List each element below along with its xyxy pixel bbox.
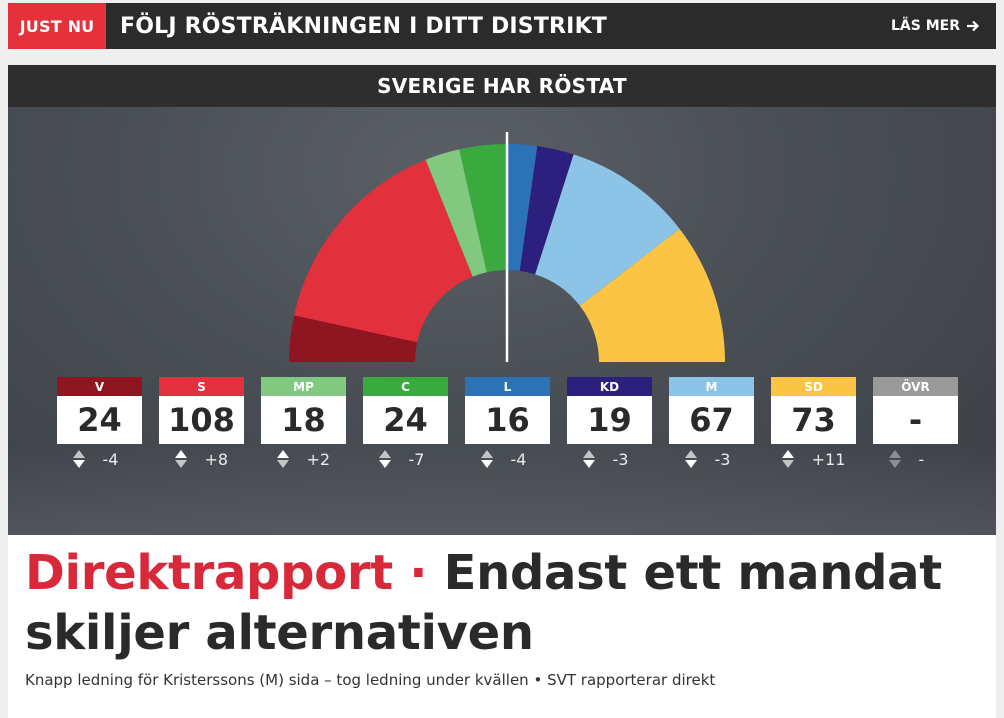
article-card[interactable]: SVERIGE HAR RÖSTAT V 24 -4 S 108 +8 MP 18 +2 C 24-… bbox=[8, 65, 996, 718]
party-seats: 24 bbox=[363, 396, 448, 444]
seat-segment-m bbox=[535, 154, 680, 306]
party-label: C bbox=[363, 377, 448, 396]
change-arrows-icon bbox=[276, 450, 289, 468]
change-arrows-icon bbox=[378, 450, 391, 468]
party-boxes: V 24 -4 S 108 +8 MP 18 +2 C 24 -7 L 16 -4 KD 19 -3 M 67 -3 SD… bbox=[57, 377, 958, 472]
change-arrows-icon bbox=[582, 450, 595, 468]
parliament-chart bbox=[289, 132, 725, 362]
party-label: V bbox=[57, 377, 142, 396]
change-value: +8 bbox=[204, 449, 229, 469]
party-box-c: C 24 -7 bbox=[363, 377, 448, 472]
change-arrows-icon bbox=[480, 450, 493, 468]
party-box-l: L 16 -4 bbox=[465, 377, 550, 472]
party-label: S bbox=[159, 377, 244, 396]
party-box-m: M 67 -3 bbox=[669, 377, 754, 472]
party-change: -7 bbox=[363, 446, 448, 472]
arrow-up-icon bbox=[378, 450, 391, 458]
breaking-news-title[interactable]: FÖLJ RÖSTRÄKNINGEN I DITT DISTRIKT bbox=[120, 13, 608, 39]
arrow-down-icon bbox=[888, 460, 901, 468]
party-box-mp: MP 18 +2 bbox=[261, 377, 346, 472]
change-value: -4 bbox=[510, 449, 527, 469]
change-value: -4 bbox=[102, 449, 119, 469]
arrow-down-icon bbox=[582, 460, 595, 468]
arrow-down-icon bbox=[781, 460, 794, 468]
seat-segment-kd bbox=[519, 146, 574, 275]
headline-kicker: Direktrapport bbox=[25, 545, 393, 601]
change-arrows-icon bbox=[174, 450, 187, 468]
seat-segment-l bbox=[506, 144, 538, 271]
party-seats: 73 bbox=[771, 396, 856, 444]
party-box-sd: SD 73 +11 bbox=[771, 377, 856, 472]
arrow-up-icon bbox=[781, 450, 794, 458]
arrow-up-icon bbox=[684, 450, 697, 458]
party-label: L bbox=[465, 377, 550, 396]
arrow-up-icon bbox=[174, 450, 187, 458]
party-change: -4 bbox=[465, 446, 550, 472]
party-seats: 16 bbox=[465, 396, 550, 444]
arrow-right-icon bbox=[967, 20, 980, 32]
change-arrows-icon bbox=[684, 450, 697, 468]
arrow-down-icon bbox=[480, 460, 493, 468]
party-seats: 108 bbox=[159, 396, 244, 444]
arrow-up-icon bbox=[888, 450, 901, 458]
arrow-up-icon bbox=[582, 450, 595, 458]
seat-segment-c bbox=[459, 144, 507, 273]
change-value: -3 bbox=[714, 449, 731, 469]
party-label: ÖVR bbox=[873, 377, 958, 396]
headline-separator: · bbox=[392, 545, 444, 601]
party-change: -3 bbox=[669, 446, 754, 472]
arrow-down-icon bbox=[72, 460, 85, 468]
party-seats: - bbox=[873, 396, 958, 444]
election-results-graphic: V 24 -4 S 108 +8 MP 18 +2 C 24 -7 L 16 -4 KD 19 -3 M 67 -3 SD… bbox=[8, 107, 996, 535]
party-box-kd: KD 19 -3 bbox=[567, 377, 652, 472]
seat-segment-mp bbox=[425, 149, 487, 277]
party-seats: 19 bbox=[567, 396, 652, 444]
party-seats: 18 bbox=[261, 396, 346, 444]
breaking-news-bar[interactable]: JUST NU FÖLJ RÖSTRÄKNINGEN I DITT DISTRI… bbox=[8, 3, 996, 49]
change-value: - bbox=[918, 449, 925, 469]
party-label: KD bbox=[567, 377, 652, 396]
party-seats: 24 bbox=[57, 396, 142, 444]
arrow-down-icon bbox=[378, 460, 391, 468]
party-change: -4 bbox=[57, 446, 142, 472]
party-label: M bbox=[669, 377, 754, 396]
seat-segment-s bbox=[294, 159, 473, 343]
party-seats: 67 bbox=[669, 396, 754, 444]
party-change: +11 bbox=[771, 446, 856, 472]
arrow-up-icon bbox=[276, 450, 289, 458]
change-value: +2 bbox=[306, 449, 331, 469]
party-change: +2 bbox=[261, 446, 346, 472]
arrow-up-icon bbox=[480, 450, 493, 458]
party-change: +8 bbox=[159, 446, 244, 472]
party-box-övr: ÖVR - - bbox=[873, 377, 958, 472]
party-change: -3 bbox=[567, 446, 652, 472]
read-more-label: LÄS MER bbox=[891, 18, 960, 34]
change-arrows-icon bbox=[888, 450, 901, 468]
change-value: -7 bbox=[408, 449, 425, 469]
arrow-up-icon bbox=[72, 450, 85, 458]
article-headline[interactable]: Direktrapport · Endast ett mandat skilje… bbox=[25, 543, 985, 663]
change-arrows-icon bbox=[72, 450, 85, 468]
party-change: - bbox=[873, 446, 958, 472]
headline-title: Endast ett mandat skiljer alternativen bbox=[25, 545, 942, 661]
article-subtitle: Knapp ledning för Kristerssons (M) sida … bbox=[25, 671, 716, 689]
arrow-down-icon bbox=[276, 460, 289, 468]
change-value: -3 bbox=[612, 449, 629, 469]
party-label: SD bbox=[771, 377, 856, 396]
change-value: +11 bbox=[811, 449, 846, 469]
seat-segment-v bbox=[289, 315, 418, 362]
change-arrows-icon bbox=[781, 450, 794, 468]
party-label: MP bbox=[261, 377, 346, 396]
just-nu-tag: JUST NU bbox=[8, 3, 106, 49]
arrow-down-icon bbox=[174, 460, 187, 468]
seat-segment-sd bbox=[579, 228, 725, 362]
arrow-down-icon bbox=[684, 460, 697, 468]
read-more-link[interactable]: LÄS MER bbox=[891, 18, 980, 34]
party-box-v: V 24 -4 bbox=[57, 377, 142, 472]
results-panel-title: SVERIGE HAR RÖSTAT bbox=[8, 65, 996, 107]
party-box-s: S 108 +8 bbox=[159, 377, 244, 472]
